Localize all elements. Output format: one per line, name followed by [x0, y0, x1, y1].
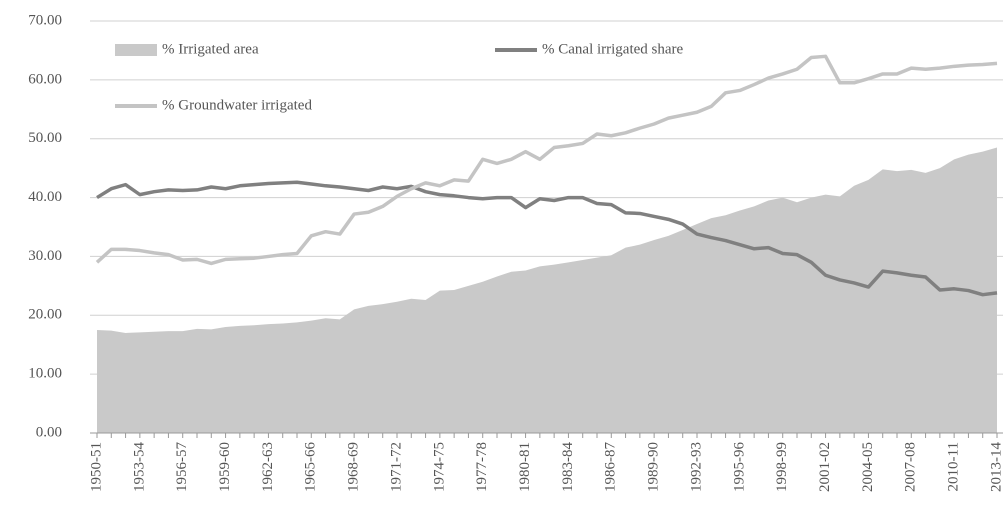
y-tick-label: 20.00: [28, 307, 62, 323]
x-tick-label: 1995-96: [731, 442, 747, 492]
x-tick-label: 1986-87: [603, 442, 619, 492]
x-tick-label: 1971-72: [388, 442, 404, 492]
x-tick-label: 1977-78: [474, 442, 490, 492]
y-tick-label: 50.00: [28, 130, 62, 146]
x-tick-label: 1950-51: [88, 442, 104, 492]
x-tick-label: 2010-11: [946, 442, 962, 491]
x-tick-label: 1980-81: [517, 442, 533, 492]
legend-label: % Irrigated area: [162, 41, 259, 57]
y-tick-label: 70.00: [28, 12, 62, 28]
x-tick-label: 2007-08: [903, 442, 919, 492]
x-tick-label: 1998-99: [774, 442, 790, 492]
x-tick-label: 1974-75: [431, 442, 447, 492]
x-tick-label: 1983-84: [560, 442, 576, 492]
y-tick-label: 40.00: [28, 189, 62, 205]
x-tick-label: 1965-66: [303, 442, 319, 492]
legend-swatch: [115, 44, 157, 56]
line: [95, 54, 998, 266]
x-tick-label: 1968-69: [346, 442, 362, 492]
x-tick-label: 2004-05: [860, 442, 876, 492]
x-tick-label: 1992-93: [688, 442, 704, 492]
x-tick-label: 1989-90: [646, 442, 662, 492]
line: [96, 180, 998, 297]
x-tick-label: 2001-02: [817, 442, 833, 492]
x-tick-label: 1953-54: [131, 442, 147, 492]
x-tick-label: 1959-60: [217, 442, 233, 492]
x-tick-label: 1956-57: [174, 442, 190, 492]
y-tick-label: 0.00: [36, 424, 62, 440]
x-tick-label: 2013-14: [988, 442, 1004, 492]
y-tick-label: 30.00: [28, 248, 62, 264]
y-tick-label: 10.00: [28, 366, 62, 382]
x-tick-label: 1962-63: [260, 442, 276, 492]
legend-label: % Groundwater irrigated: [162, 97, 312, 113]
legend-label: % Canal irrigated share: [542, 41, 684, 57]
area: [97, 147, 997, 434]
y-tick-label: 60.00: [28, 71, 62, 87]
